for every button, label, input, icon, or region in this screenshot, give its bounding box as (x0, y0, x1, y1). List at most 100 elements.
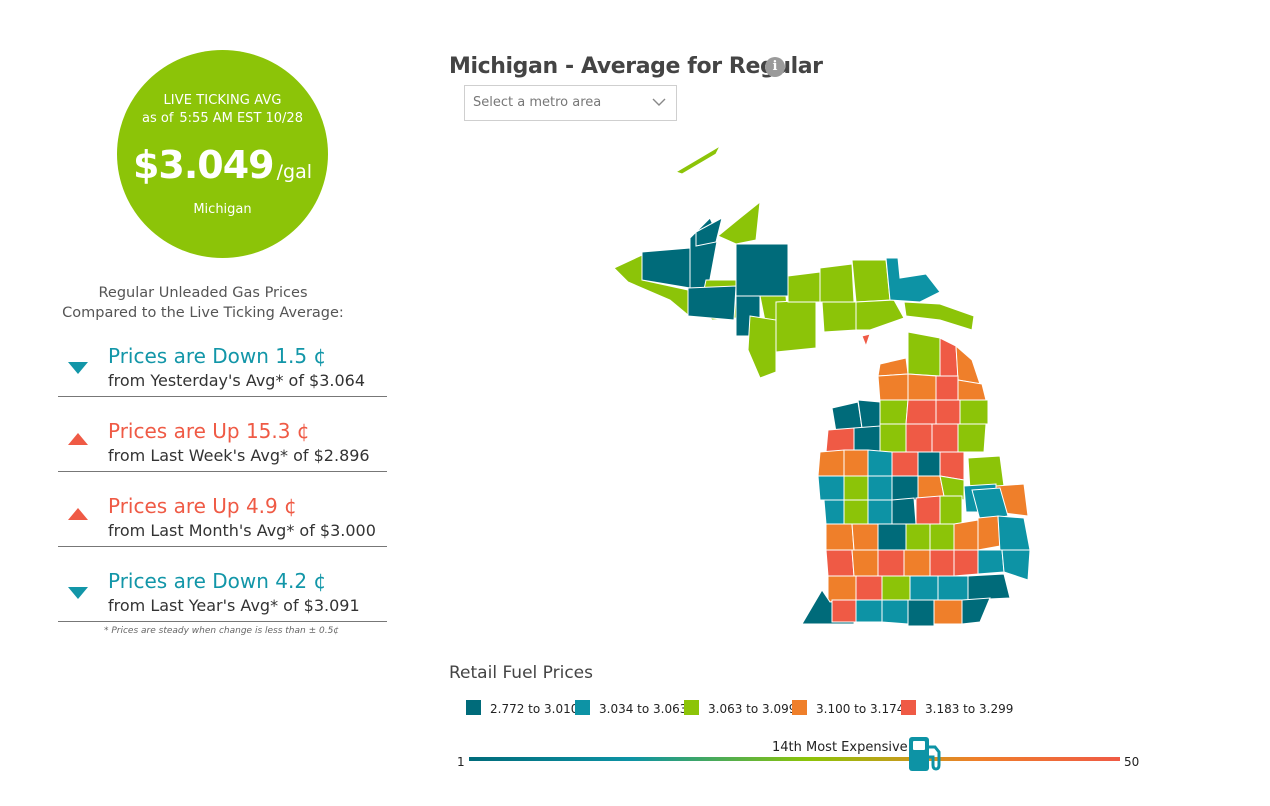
map-county[interactable] (817, 475, 845, 501)
map-county[interactable] (879, 399, 909, 425)
map-county[interactable] (717, 200, 761, 245)
steady-price-footnote: * Prices are steady when change is less … (104, 626, 340, 636)
map-county[interactable] (831, 599, 857, 623)
map-county[interactable] (953, 519, 979, 551)
map-county[interactable] (957, 423, 987, 453)
down-arrow-icon (68, 362, 88, 374)
map-county[interactable] (939, 475, 965, 501)
gas-pump-icon (909, 737, 941, 771)
map-county[interactable] (905, 423, 933, 453)
map-county[interactable] (861, 333, 871, 348)
map-county[interactable] (825, 523, 855, 551)
map-county[interactable] (905, 523, 931, 551)
map-county[interactable] (935, 399, 961, 425)
map-county[interactable] (855, 575, 883, 601)
map-county[interactable] (959, 399, 989, 425)
map-county[interactable] (881, 599, 909, 625)
map-county[interactable] (961, 597, 991, 625)
map-county[interactable] (939, 337, 959, 377)
map-county[interactable] (867, 449, 893, 477)
map-county[interactable] (687, 285, 737, 321)
map-county[interactable] (851, 523, 879, 551)
legend-item: 3.063 to 3.099 (684, 700, 796, 716)
map-county[interactable] (775, 299, 817, 353)
map-county[interactable] (817, 449, 845, 477)
map-county[interactable] (903, 301, 975, 331)
map-county[interactable] (929, 549, 955, 577)
map-county[interactable] (853, 425, 881, 453)
map-county[interactable] (695, 217, 723, 247)
michigan-county-map[interactable] (600, 140, 1040, 630)
map-county[interactable] (891, 451, 919, 477)
map-county[interactable] (891, 497, 917, 525)
map-county[interactable] (877, 549, 905, 577)
map-county[interactable] (843, 449, 869, 477)
map-county[interactable] (909, 575, 939, 601)
map-county[interactable] (877, 373, 909, 403)
map-county[interactable] (867, 499, 893, 525)
map-county[interactable] (937, 575, 969, 601)
map-county[interactable] (851, 549, 879, 577)
legend-label: 3.183 to 3.299 (925, 702, 1014, 716)
comparison-detail: from Last Year's Avg* of $3.091 (108, 596, 360, 615)
legend-label: 3.034 to 3.063 (599, 702, 688, 716)
map-county[interactable] (931, 423, 959, 453)
map-county[interactable] (907, 331, 941, 377)
map-county[interactable] (907, 373, 937, 401)
map-county[interactable] (977, 549, 1005, 575)
comparison-detail: from Yesterday's Avg* of $3.064 (108, 371, 366, 390)
map-county[interactable] (915, 495, 941, 525)
map-county[interactable] (857, 399, 881, 429)
map-county[interactable] (867, 475, 893, 501)
map-county[interactable] (821, 301, 857, 333)
comparison-headline: Prices are Up 15.3 ¢ (108, 419, 310, 443)
map-county[interactable] (885, 257, 941, 303)
map-county[interactable] (939, 495, 963, 525)
info-icon[interactable]: i (765, 57, 785, 77)
map-county[interactable] (819, 263, 855, 303)
map-county[interactable] (843, 475, 869, 501)
map-county[interactable] (855, 599, 883, 623)
legend-item: 3.034 to 3.063 (575, 700, 687, 716)
map-county[interactable] (877, 523, 907, 551)
map-county[interactable] (953, 549, 979, 577)
legend-label: 3.100 to 3.174 (816, 702, 905, 716)
map-county[interactable] (935, 375, 959, 401)
map-county[interactable] (855, 299, 905, 331)
map-county[interactable] (905, 399, 937, 425)
map-county[interactable] (1001, 549, 1031, 581)
map-county[interactable] (851, 259, 891, 303)
map-county[interactable] (823, 499, 845, 525)
map-county[interactable] (933, 599, 963, 625)
down-arrow-icon (68, 587, 88, 599)
comparison-headline: Prices are Down 1.5 ¢ (108, 344, 327, 368)
map-county[interactable] (879, 423, 907, 453)
map-county[interactable] (903, 549, 931, 577)
map-county[interactable] (877, 357, 909, 377)
map-county[interactable] (787, 271, 823, 303)
map-county[interactable] (735, 243, 789, 297)
map-county[interactable] (997, 515, 1031, 553)
comparison-last-week: Prices are Up 15.3 ¢ from Last Week's Av… (58, 415, 387, 472)
map-county[interactable] (825, 549, 855, 577)
map-county[interactable] (907, 599, 935, 627)
legend-swatch (792, 700, 807, 715)
map-county[interactable] (891, 475, 919, 501)
map-county[interactable] (843, 499, 869, 525)
map-county[interactable] (917, 451, 941, 477)
map-county[interactable] (674, 144, 722, 175)
comparison-last-month: Prices are Up 4.9 ¢ from Last Month's Av… (58, 490, 387, 547)
map-county[interactable] (977, 515, 1001, 551)
map-county[interactable] (827, 575, 857, 603)
map-county[interactable] (939, 451, 965, 481)
map-title: Michigan - Average for Regular (449, 54, 823, 79)
map-county[interactable] (955, 344, 981, 385)
map-county[interactable] (929, 523, 955, 551)
metro-area-select[interactable]: Select a metro area (464, 85, 677, 121)
map-county[interactable] (971, 487, 1009, 521)
map-county[interactable] (747, 315, 777, 379)
map-county[interactable] (957, 379, 987, 401)
map-county[interactable] (825, 427, 855, 453)
map-county[interactable] (881, 575, 911, 601)
map-county[interactable] (967, 573, 1011, 601)
